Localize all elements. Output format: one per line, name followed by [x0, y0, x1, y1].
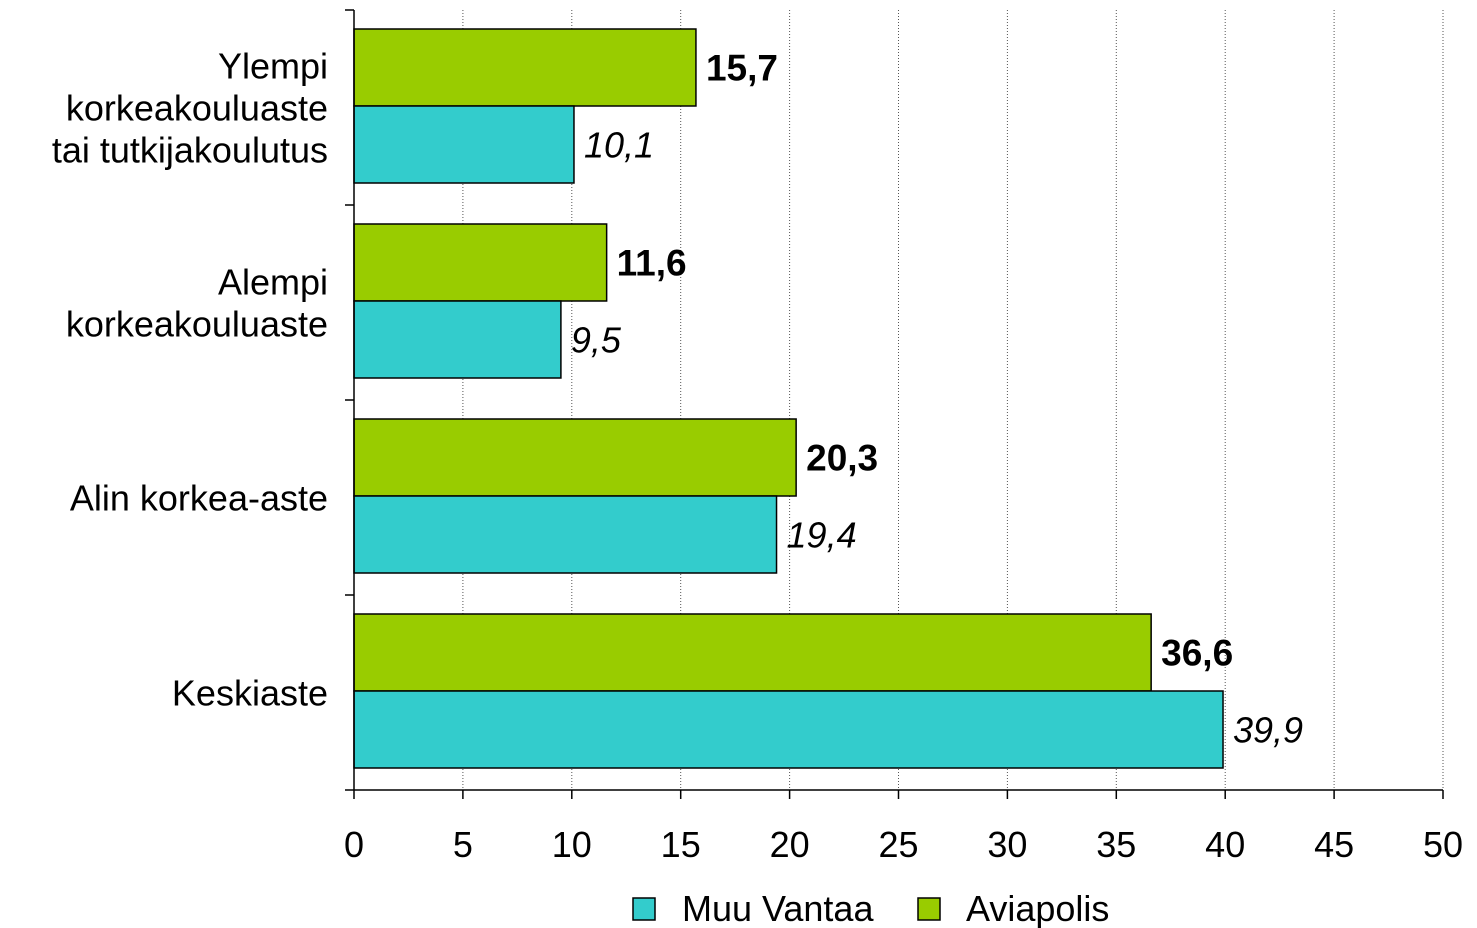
- data-label: 15,7: [706, 48, 778, 89]
- x-tick-labels: 0 5 10 15 20 25 30 35 40 45 50: [344, 824, 1463, 865]
- grid-lines: [462, 10, 1444, 790]
- bar-aviapolis: [353, 28, 697, 107]
- data-label: 10,1: [584, 125, 654, 166]
- bar-muu-vantaa: [353, 105, 575, 184]
- x-tick-label: 35: [1096, 824, 1136, 865]
- legend-label: Aviapolis: [966, 888, 1109, 928]
- x-tick-label: 15: [661, 824, 701, 865]
- bar-muu-vantaa: [353, 690, 1224, 769]
- category-label: Keskiaste: [172, 673, 328, 714]
- category-label: Ylempi: [218, 46, 328, 87]
- axes-group: [345, 9, 1444, 799]
- category-label: Alempi: [218, 262, 328, 303]
- x-tick-label: 45: [1314, 824, 1354, 865]
- data-label: 11,6: [617, 243, 687, 284]
- bars-group: [353, 28, 1224, 769]
- category-label: korkeakouluaste: [66, 304, 328, 345]
- x-tick-label: 40: [1205, 824, 1245, 865]
- x-tick-label: 5: [453, 824, 473, 865]
- data-label: 36,6: [1161, 633, 1233, 674]
- legend-swatch: [632, 897, 656, 921]
- x-tick-label: 10: [552, 824, 592, 865]
- bar-muu-vantaa: [353, 300, 562, 379]
- data-label: 9,5: [571, 320, 622, 361]
- x-tick-label: 20: [770, 824, 810, 865]
- x-tick-label: 0: [344, 824, 364, 865]
- data-label: 39,9: [1233, 710, 1303, 751]
- category-label: korkeakouluaste: [66, 88, 328, 129]
- bar-aviapolis: [353, 613, 1152, 692]
- category-label: tai tutkijakoulutus: [52, 130, 328, 171]
- value-labels: 15,7 10,1 11,6 9,5 20,3 19,4 36,639,9: [571, 48, 1303, 751]
- x-tick-label: 30: [987, 824, 1027, 865]
- data-label: 19,4: [787, 515, 857, 556]
- legend-swatch: [917, 897, 941, 921]
- legend: Muu Vantaa Aviapolis: [632, 888, 1109, 928]
- legend-label: Muu Vantaa: [682, 888, 874, 928]
- bar-aviapolis: [353, 418, 797, 497]
- x-tick-label: 50: [1423, 824, 1463, 865]
- x-tick-label: 25: [878, 824, 918, 865]
- category-label: Alin korkea-aste: [70, 478, 328, 519]
- bar-aviapolis: [353, 223, 608, 302]
- bar-muu-vantaa: [353, 495, 778, 574]
- data-label: 20,3: [806, 438, 878, 479]
